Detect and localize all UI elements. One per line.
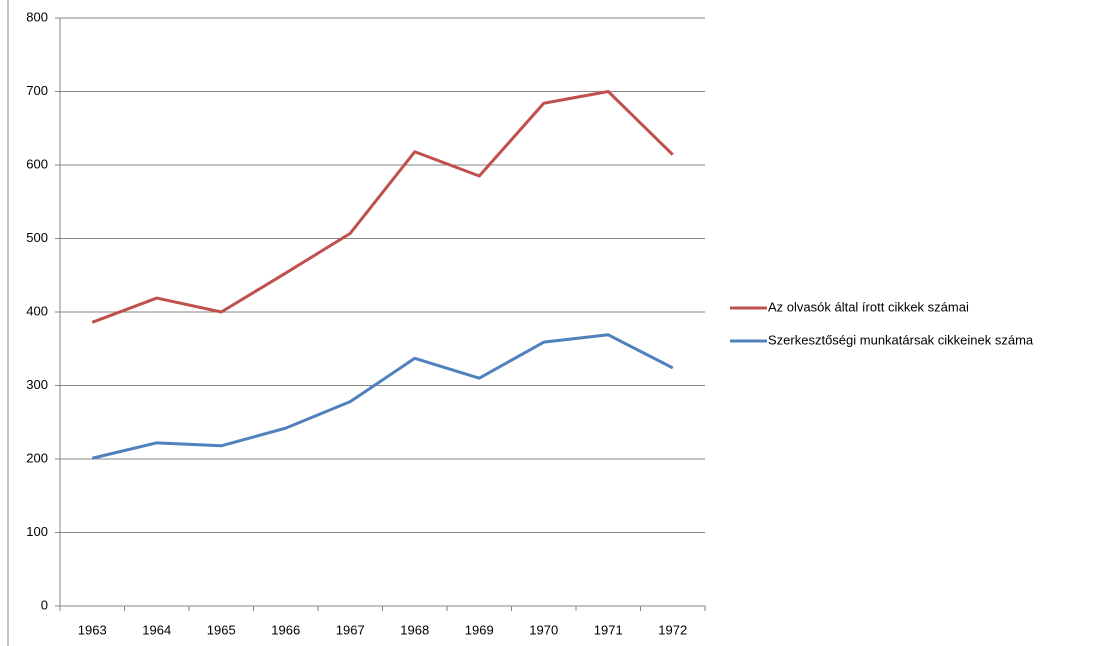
x-tick-label: 1971 (594, 622, 623, 637)
y-tick-label: 400 (26, 303, 48, 318)
x-tick-label: 1964 (142, 622, 171, 637)
y-tick-label: 700 (26, 83, 48, 98)
line-series (91, 333, 674, 460)
y-tick-label: 500 (26, 230, 48, 245)
x-tick-label: 1969 (465, 622, 494, 637)
y-tick-label: 300 (26, 377, 48, 392)
y-tick-label: 200 (26, 450, 48, 465)
x-tick-label: 1966 (271, 622, 300, 637)
x-tick-label: 1970 (529, 622, 558, 637)
x-tick-label: 1967 (336, 622, 365, 637)
y-tick-label: 600 (26, 156, 48, 171)
x-tick-label: 1968 (400, 622, 429, 637)
x-tick-label: 1965 (207, 622, 236, 637)
y-tick-label: 100 (26, 524, 48, 539)
x-tick-label: 1972 (658, 622, 687, 637)
x-tick-label: 1963 (78, 622, 107, 637)
y-tick-label: 800 (26, 9, 48, 24)
legend-label: Az olvasók által írott cikkek számai (768, 299, 969, 314)
y-tick-label: 0 (41, 597, 48, 612)
legend-label: Szerkesztőségi munkatársak cikkeinek szá… (768, 332, 1034, 347)
line-series (91, 90, 674, 324)
